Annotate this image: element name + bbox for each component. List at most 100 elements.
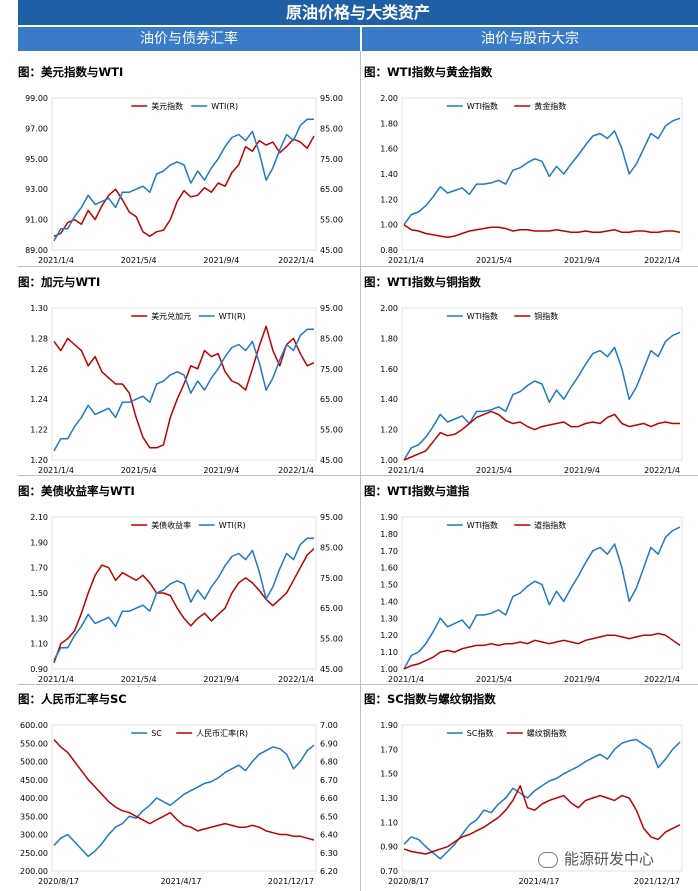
x-tick-label: 2021/5/4 bbox=[121, 675, 157, 684]
y-tick-label-right: 6.70 bbox=[320, 776, 338, 785]
series-line-2 bbox=[403, 632, 681, 670]
y-tick-label-right: 55.00 bbox=[320, 216, 343, 225]
series-line-2 bbox=[403, 785, 681, 855]
y-tick-label-right: 45.00 bbox=[320, 665, 343, 674]
y-tick-label-left: 0.90 bbox=[30, 665, 48, 674]
x-tick-label: 2021/9/4 bbox=[203, 256, 239, 265]
row-divider bbox=[18, 475, 698, 476]
y-tick-label-left: 99.00 bbox=[25, 94, 48, 103]
x-tick-label: 2021/1/4 bbox=[388, 256, 424, 265]
y-tick-label-left: 250.00 bbox=[20, 849, 48, 858]
x-tick-label: 2022/1/4 bbox=[278, 256, 314, 265]
x-tick-label: 2021/1/4 bbox=[38, 466, 74, 475]
y-tick-label-right: 85.00 bbox=[320, 124, 343, 133]
chart-plot: 1.90 1.80 1.70 1.60 1.50 1.40 1.30 1.20 1.10 1.00… bbox=[380, 513, 683, 684]
y-tick-label-right: 85.00 bbox=[320, 543, 343, 552]
y-tick-label-left: 1.30 bbox=[30, 304, 48, 313]
x-tick-label: 2022/1/4 bbox=[278, 675, 314, 684]
left-section-header: 油价与债券汇率 bbox=[18, 27, 360, 51]
y-tick-label-left: 1.50 bbox=[380, 581, 398, 590]
y-tick-label-right: 75.00 bbox=[320, 365, 343, 374]
chart-title: 图：WTI指数与黄金指数 bbox=[364, 65, 493, 79]
column-divider bbox=[360, 51, 361, 891]
y-tick-label-left: 89.00 bbox=[25, 246, 48, 255]
legend-label: SC bbox=[151, 729, 162, 738]
legend-label: 道指指数 bbox=[534, 520, 566, 530]
plot-frame bbox=[51, 307, 317, 461]
legend-label: 美元兑加元 bbox=[151, 311, 191, 321]
y-tick-label-left: 1.10 bbox=[30, 640, 48, 649]
x-tick-label: 2021/12/17 bbox=[634, 877, 680, 886]
y-tick-label-left: 500.00 bbox=[20, 758, 48, 767]
series-line-2 bbox=[53, 328, 314, 452]
series-line-1 bbox=[53, 135, 315, 238]
y-tick-label-right: 85.00 bbox=[320, 334, 343, 343]
x-tick-label: 2021/9/4 bbox=[564, 466, 600, 475]
x-tick-label: 2021/9/4 bbox=[564, 675, 600, 684]
x-tick-label: 2020/8/17 bbox=[38, 877, 79, 886]
chart-title: 图：SC指数与螺纹钢指数 bbox=[364, 692, 496, 706]
y-tick-label-left: 1.90 bbox=[30, 538, 48, 547]
y-tick-label-left: 1.20 bbox=[30, 456, 48, 465]
x-tick-label: 2021/4/17 bbox=[160, 877, 201, 886]
plot-frame bbox=[401, 724, 683, 872]
legend-label: 人民币汇率(R) bbox=[196, 728, 248, 738]
x-tick-label: 2022/1/4 bbox=[644, 466, 680, 475]
x-tick-label: 2022/1/4 bbox=[278, 466, 314, 475]
series-line-2 bbox=[53, 537, 314, 661]
chart-title: 图：美债收益率与WTI bbox=[18, 484, 135, 498]
y-tick-label-left: 1.00 bbox=[380, 221, 398, 230]
y-tick-label-left: 1.70 bbox=[380, 745, 398, 754]
x-tick-label: 2021/1/4 bbox=[388, 466, 424, 475]
y-tick-label-left: 0.80 bbox=[380, 246, 398, 255]
x-tick-label: 2021/5/4 bbox=[121, 256, 157, 265]
series-line-2 bbox=[53, 739, 315, 841]
series-line-1 bbox=[403, 738, 681, 860]
row-divider bbox=[18, 266, 698, 267]
x-tick-label: 2022/1/4 bbox=[644, 675, 680, 684]
y-tick-label-left: 1.40 bbox=[380, 395, 398, 404]
y-tick-label-left: 1.60 bbox=[380, 145, 398, 154]
series-line-2 bbox=[53, 118, 314, 242]
chart-title: 图：美元指数与WTI bbox=[18, 65, 124, 79]
chart-plot: 1.30 1.28 1.26 1.24 1.22 1.20 95.00 85.00 75.00 6… bbox=[30, 304, 343, 475]
series-line-1 bbox=[53, 548, 315, 663]
y-tick-label-left: 1.70 bbox=[380, 547, 398, 556]
y-tick-label-left: 1.60 bbox=[380, 365, 398, 374]
y-tick-label-left: 1.80 bbox=[380, 119, 398, 128]
y-tick-label-right: 6.80 bbox=[320, 758, 338, 767]
legend-label: SC指数 bbox=[467, 728, 494, 738]
x-tick-label: 2021/9/4 bbox=[203, 466, 239, 475]
y-tick-label-right: 45.00 bbox=[320, 456, 343, 465]
x-tick-label: 2021/5/4 bbox=[121, 466, 157, 475]
legend-label: 铜指数 bbox=[534, 311, 558, 321]
plot-frame bbox=[401, 97, 683, 251]
wechat-icon bbox=[538, 851, 558, 868]
y-tick-label-left: 550.00 bbox=[20, 739, 48, 748]
row-divider bbox=[18, 684, 698, 685]
chart-title: 图：人民币汇率与SC bbox=[18, 692, 127, 706]
y-tick-label-left: 1.10 bbox=[380, 648, 398, 657]
y-tick-label-left: 450.00 bbox=[20, 776, 48, 785]
y-tick-label-left: 1.00 bbox=[380, 456, 398, 465]
legend-label: WTI指数 bbox=[467, 311, 498, 321]
y-tick-label-right: 75.00 bbox=[320, 155, 343, 164]
right-section-header: 油价与股市大宗 bbox=[362, 27, 698, 51]
y-tick-label-left: 1.90 bbox=[380, 513, 398, 522]
plot-frame bbox=[401, 516, 683, 670]
plot-frame bbox=[51, 516, 317, 670]
y-tick-label-right: 7.00 bbox=[320, 721, 338, 730]
y-tick-label-left: 1.10 bbox=[380, 818, 398, 827]
y-tick-label-left: 200.00 bbox=[20, 867, 48, 876]
y-tick-label-left: 1.20 bbox=[380, 195, 398, 204]
y-tick-label-left: 2.00 bbox=[380, 304, 398, 313]
x-tick-label: 2021/5/4 bbox=[476, 466, 512, 475]
y-tick-label-left: 1.40 bbox=[380, 597, 398, 606]
report-banner: 原油价格与大类资产 bbox=[18, 0, 698, 25]
y-tick-label-right: 95.00 bbox=[320, 94, 343, 103]
series-line-2 bbox=[403, 410, 680, 461]
y-tick-label-right: 6.30 bbox=[320, 849, 338, 858]
y-tick-label-right: 75.00 bbox=[320, 574, 343, 583]
